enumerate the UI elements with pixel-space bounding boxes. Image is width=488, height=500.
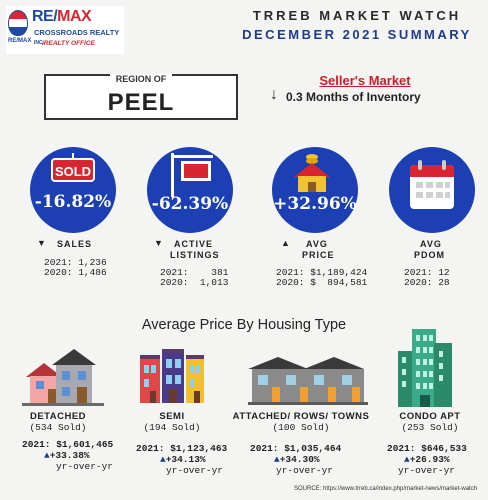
- condo-price: 2021: $646,533: [387, 443, 467, 454]
- condo-yoy: yr-over-yr: [398, 465, 456, 476]
- down-triangle-icon: ▼: [37, 238, 46, 248]
- condo-sold: (253 Sold): [401, 422, 459, 433]
- market-status: Seller's Market: [319, 73, 411, 88]
- logo-office: iREALTY OFFICE: [42, 40, 95, 47]
- pdom-label-line2: PDOM: [414, 250, 445, 260]
- region-name: PEEL: [107, 89, 175, 116]
- detached-sold: (534 Sold): [29, 422, 87, 433]
- price-label-line1: AVG: [306, 239, 328, 249]
- semi-sold: (194 Sold): [143, 422, 201, 433]
- listings-change: -62.39%: [151, 194, 229, 214]
- detached-yoy: yr-over-yr: [56, 461, 114, 472]
- pdom-circle: [389, 147, 475, 233]
- attached-label: ATTACHED/ ROWS/ TOWNS: [232, 411, 370, 422]
- attached-price: 2021: $1,035,464: [250, 443, 342, 454]
- section-title: Average Price By Housing Type: [141, 317, 347, 333]
- price-change: +32.96%: [273, 194, 357, 214]
- calendar-icon: [410, 160, 454, 209]
- semi-price: 2021: $1,123,463: [136, 443, 228, 454]
- sales-2020: 2020: 1,486: [44, 267, 107, 278]
- sold-sign-icon: SOLD: [51, 153, 95, 182]
- condo-change: ▲+26.93%: [404, 454, 450, 465]
- price-circle: +32.96%: [272, 147, 358, 233]
- page-title: TRREB MARKET WATCH: [252, 8, 462, 23]
- remax-logo: RE/MAX RE/MAX CROSSROADS REALTY INC. iRE…: [6, 6, 124, 54]
- condo-tower-icon: [398, 329, 452, 407]
- up-triangle-icon: ▲: [160, 454, 166, 465]
- pdom-label-line1: AVG: [420, 239, 442, 249]
- for-sale-sign-icon: [171, 153, 213, 197]
- condo-label: CONDO APT: [399, 411, 461, 422]
- sales-2021: 2021: 1,236: [44, 257, 107, 268]
- listings-label-line1: ACTIVE: [174, 239, 214, 249]
- listings-2021: 2021: 381: [160, 267, 229, 278]
- listings-circle: -62.39%: [147, 147, 233, 233]
- price-2020: 2020: $ 894,581: [276, 277, 368, 288]
- townhouse-icon: [248, 357, 368, 405]
- attached-yoy: yr-over-yr: [276, 465, 334, 476]
- sales-circle: SOLD -16.82%: [30, 147, 116, 233]
- house-coins-icon: [294, 154, 330, 192]
- logo-small-text: RE/MAX: [8, 38, 32, 44]
- detached-price: 2021: $1,601,465: [22, 439, 114, 450]
- listings-2020: 2020: 1,013: [160, 277, 229, 288]
- detached-change: ▲+33.38%: [44, 450, 90, 461]
- pdom-2021: 2021: 12: [404, 267, 450, 278]
- price-2021: 2021: $1,189,424: [276, 267, 368, 278]
- up-triangle-icon: ▲: [274, 454, 280, 465]
- listings-label-line2: LISTINGS: [170, 250, 220, 260]
- semi-house-icon: [140, 349, 204, 403]
- detached-house-icon: [22, 349, 104, 406]
- sales-change: -16.82%: [34, 192, 112, 212]
- page-subtitle: DECEMBER 2021 SUMMARY: [242, 27, 472, 42]
- region-box: REGION OF PEEL: [44, 74, 238, 120]
- down-triangle-icon: ▼: [154, 238, 163, 248]
- region-label: REGION OF: [109, 74, 173, 84]
- source-note: SOURCE: https://www.trreb.ca/index.php/m…: [294, 486, 478, 492]
- logo-brand: RE/MAX: [32, 8, 92, 25]
- price-label-line2: PRICE: [302, 250, 335, 260]
- pdom-2020: 2020: 28: [404, 277, 450, 288]
- semi-yoy: yr-over-yr: [166, 465, 224, 476]
- balloon-icon: [8, 10, 28, 36]
- semi-label: SEMI: [159, 411, 185, 422]
- up-triangle-icon: ▲: [404, 454, 410, 465]
- logo-company: CROSSROADS REALTY INC.: [34, 28, 120, 46]
- attached-sold: (100 Sold): [272, 422, 330, 433]
- up-triangle-icon: ▲: [281, 238, 290, 248]
- sales-label: SALES: [57, 239, 93, 249]
- detached-label: DETACHED: [29, 411, 87, 422]
- semi-change: ▲+34.13%: [160, 454, 206, 465]
- down-arrow-icon: ↓: [270, 86, 278, 103]
- up-triangle-icon: ▲: [44, 450, 50, 461]
- months-of-inventory: 0.3 Months of Inventory: [286, 90, 421, 104]
- attached-change: ▲+34.30%: [274, 454, 320, 465]
- svg-text:SOLD: SOLD: [55, 164, 91, 179]
